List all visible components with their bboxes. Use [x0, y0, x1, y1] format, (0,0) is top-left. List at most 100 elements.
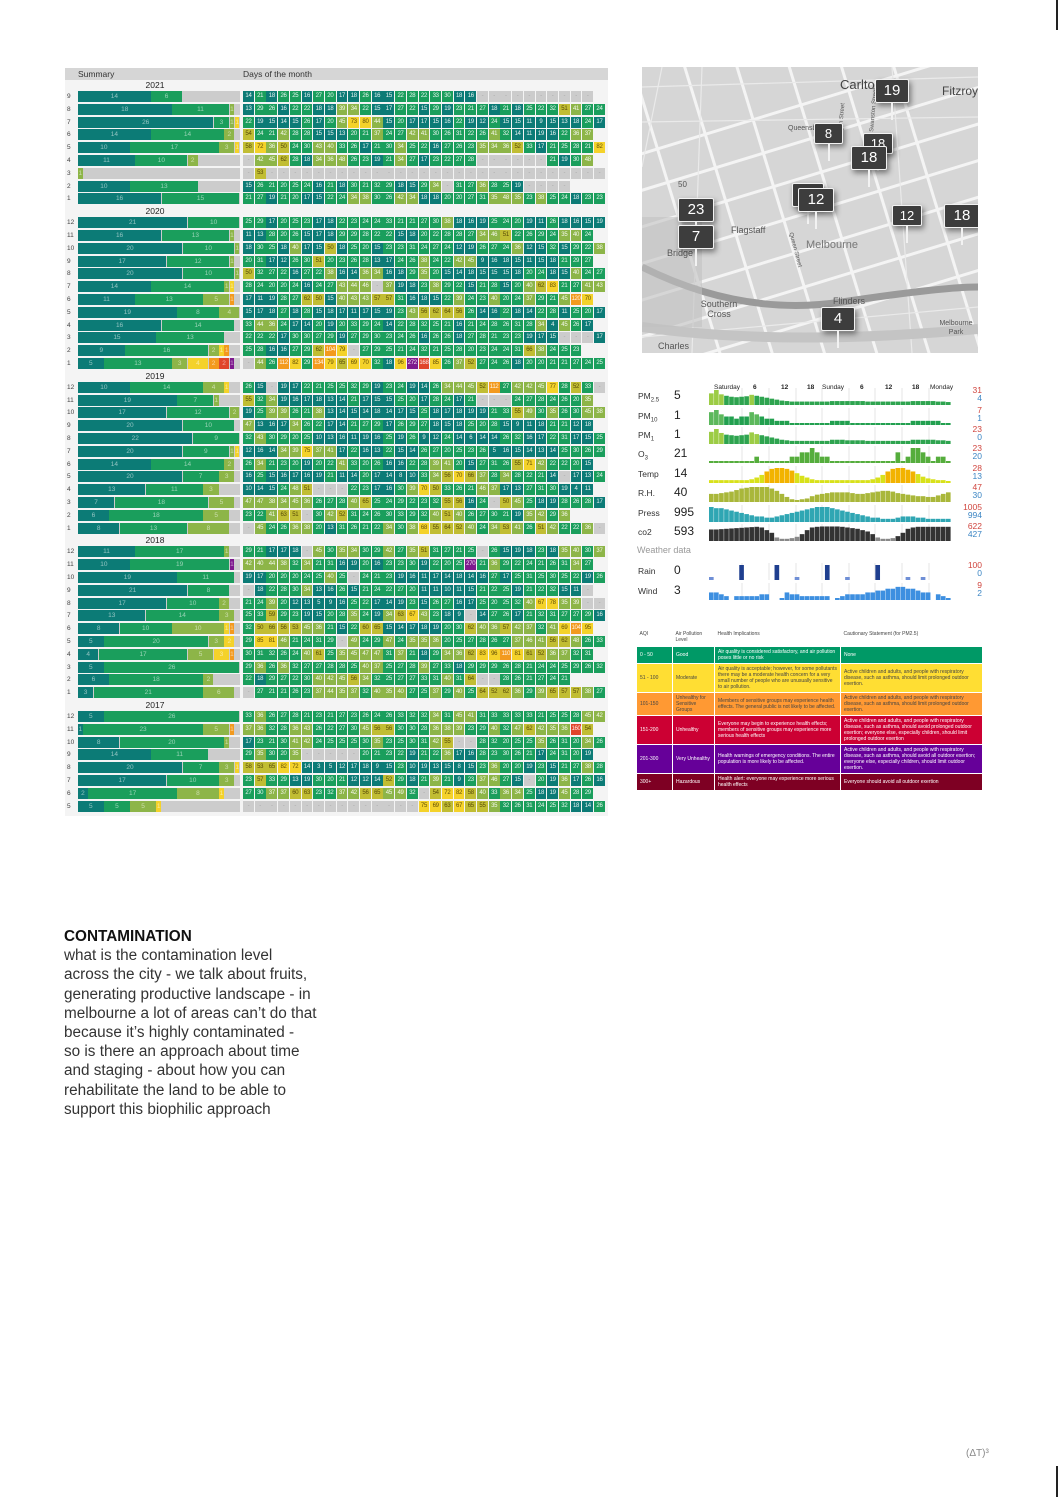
day-cell[interactable]: 9: [453, 775, 465, 786]
day-cell[interactable]: 20: [512, 217, 523, 229]
day-cell[interactable]: 29: [324, 636, 336, 647]
day-cell[interactable]: 17: [243, 736, 254, 748]
day-cell[interactable]: 42: [547, 522, 559, 534]
day-cell[interactable]: 21: [324, 180, 336, 192]
day-cell[interactable]: 23: [348, 711, 360, 722]
day-cell[interactable]: 16: [547, 129, 559, 141]
day-cell[interactable]: 31: [512, 319, 523, 331]
day-cell[interactable]: -: [547, 91, 559, 102]
day-cell[interactable]: 35: [512, 193, 523, 205]
summary-segment-green[interactable]: 18: [109, 674, 203, 686]
summary-segment-lightgreen[interactable]: 3: [203, 484, 219, 496]
day-cell[interactable]: 33: [488, 787, 500, 799]
day-cell[interactable]: 31: [383, 648, 395, 660]
day-cell[interactable]: 27: [418, 420, 430, 432]
day-cell[interactable]: 24: [360, 572, 371, 583]
day-cell[interactable]: -: [477, 167, 488, 179]
summary-segment-lightgreen[interactable]: 1: [229, 255, 235, 267]
day-cell[interactable]: 28: [324, 661, 336, 673]
day-cell[interactable]: 15: [383, 623, 395, 635]
day-cell[interactable]: 29: [570, 661, 582, 673]
day-cell[interactable]: 33: [582, 381, 594, 393]
day-cell[interactable]: 29: [360, 319, 371, 331]
day-cell[interactable]: 18: [547, 268, 559, 280]
day-cell[interactable]: 20: [535, 775, 547, 786]
day-cell[interactable]: 18: [254, 674, 266, 686]
day-cell[interactable]: 30: [535, 407, 547, 419]
day-cell[interactable]: 20: [360, 458, 371, 470]
day-cell[interactable]: 23: [301, 217, 313, 229]
day-cell[interactable]: 39: [336, 103, 348, 115]
summary-segment-lightgreen[interactable]: 5: [130, 800, 156, 812]
summary-segment-teal[interactable]: 17: [78, 255, 167, 267]
day-cell[interactable]: 23: [313, 711, 325, 722]
day-cell[interactable]: 17: [406, 623, 418, 635]
day-cell[interactable]: 18: [430, 407, 442, 419]
day-cell[interactable]: 14: [582, 800, 594, 812]
sensor-marker[interactable]: 19: [875, 79, 909, 120]
day-cell[interactable]: 15: [371, 394, 383, 406]
day-cell[interactable]: 47: [371, 648, 383, 660]
day-cell[interactable]: 21: [558, 762, 570, 774]
day-cell[interactable]: 36: [254, 711, 266, 722]
day-cell[interactable]: 23: [582, 193, 594, 205]
day-cell[interactable]: 16: [336, 597, 348, 609]
summary-segment-teal[interactable]: 5: [78, 358, 104, 369]
day-cell[interactable]: 42: [348, 787, 360, 799]
day-cell[interactable]: 35: [406, 636, 418, 647]
day-cell[interactable]: 23: [430, 155, 442, 166]
day-cell[interactable]: 26: [500, 319, 512, 331]
day-cell[interactable]: 75: [301, 445, 313, 457]
day-cell[interactable]: 20: [441, 636, 453, 647]
sensor-marker[interactable]: 18: [944, 204, 978, 245]
day-cell[interactable]: 25: [336, 736, 348, 748]
day-cell[interactable]: 16: [371, 433, 383, 444]
day-cell[interactable]: 29: [324, 332, 336, 344]
day-cell[interactable]: 13: [512, 484, 523, 496]
day-cell[interactable]: 22: [535, 306, 547, 318]
day-cell[interactable]: 19: [313, 471, 325, 483]
day-cell[interactable]: 62: [535, 281, 547, 293]
day-cell[interactable]: -: [477, 674, 488, 686]
day-cell[interactable]: 23: [243, 775, 254, 786]
day-cell[interactable]: 48: [336, 155, 348, 166]
day-cell[interactable]: 40: [289, 242, 301, 254]
day-cell[interactable]: 27: [488, 610, 500, 622]
day-cell[interactable]: 15: [313, 129, 325, 141]
summary-segment-teal[interactable]: 11: [78, 155, 135, 166]
day-cell[interactable]: 23: [243, 509, 254, 521]
day-cell[interactable]: 20: [523, 358, 535, 369]
day-cell[interactable]: 22: [278, 268, 289, 280]
day-cell[interactable]: 20: [500, 294, 512, 305]
day-cell[interactable]: 25: [243, 217, 254, 229]
day-cell[interactable]: 19: [324, 319, 336, 331]
day-cell[interactable]: 15: [430, 294, 442, 305]
day-cell[interactable]: 22: [558, 522, 570, 534]
day-cell[interactable]: -: [301, 167, 313, 179]
day-cell[interactable]: 23: [383, 736, 395, 748]
day-cell[interactable]: 52: [477, 381, 488, 393]
day-cell[interactable]: 27: [395, 129, 406, 141]
day-cell[interactable]: 19: [266, 193, 278, 205]
day-cell[interactable]: 23: [348, 217, 360, 229]
day-cell[interactable]: 18: [535, 497, 547, 508]
day-cell[interactable]: 19: [465, 242, 477, 254]
day-cell[interactable]: 33: [441, 661, 453, 673]
day-cell[interactable]: 17: [453, 394, 465, 406]
day-cell[interactable]: 31: [430, 674, 442, 686]
day-cell[interactable]: 18: [301, 155, 313, 166]
day-cell[interactable]: 30: [582, 546, 594, 558]
day-cell[interactable]: -: [547, 167, 559, 179]
day-cell[interactable]: -: [348, 345, 360, 357]
day-cell[interactable]: 24: [371, 217, 383, 229]
day-cell[interactable]: 57: [254, 775, 266, 786]
day-cell[interactable]: 25: [547, 800, 559, 812]
day-cell[interactable]: 52: [512, 142, 523, 154]
day-cell[interactable]: 23: [313, 787, 325, 799]
summary-segment-yellow[interactable]: 1: [156, 800, 162, 812]
day-cell[interactable]: -: [488, 497, 500, 508]
day-cell[interactable]: 45: [254, 522, 266, 534]
day-cell[interactable]: 27: [395, 661, 406, 673]
day-cell[interactable]: 18: [395, 180, 406, 192]
summary-segment-green[interactable]: 17: [88, 787, 177, 799]
